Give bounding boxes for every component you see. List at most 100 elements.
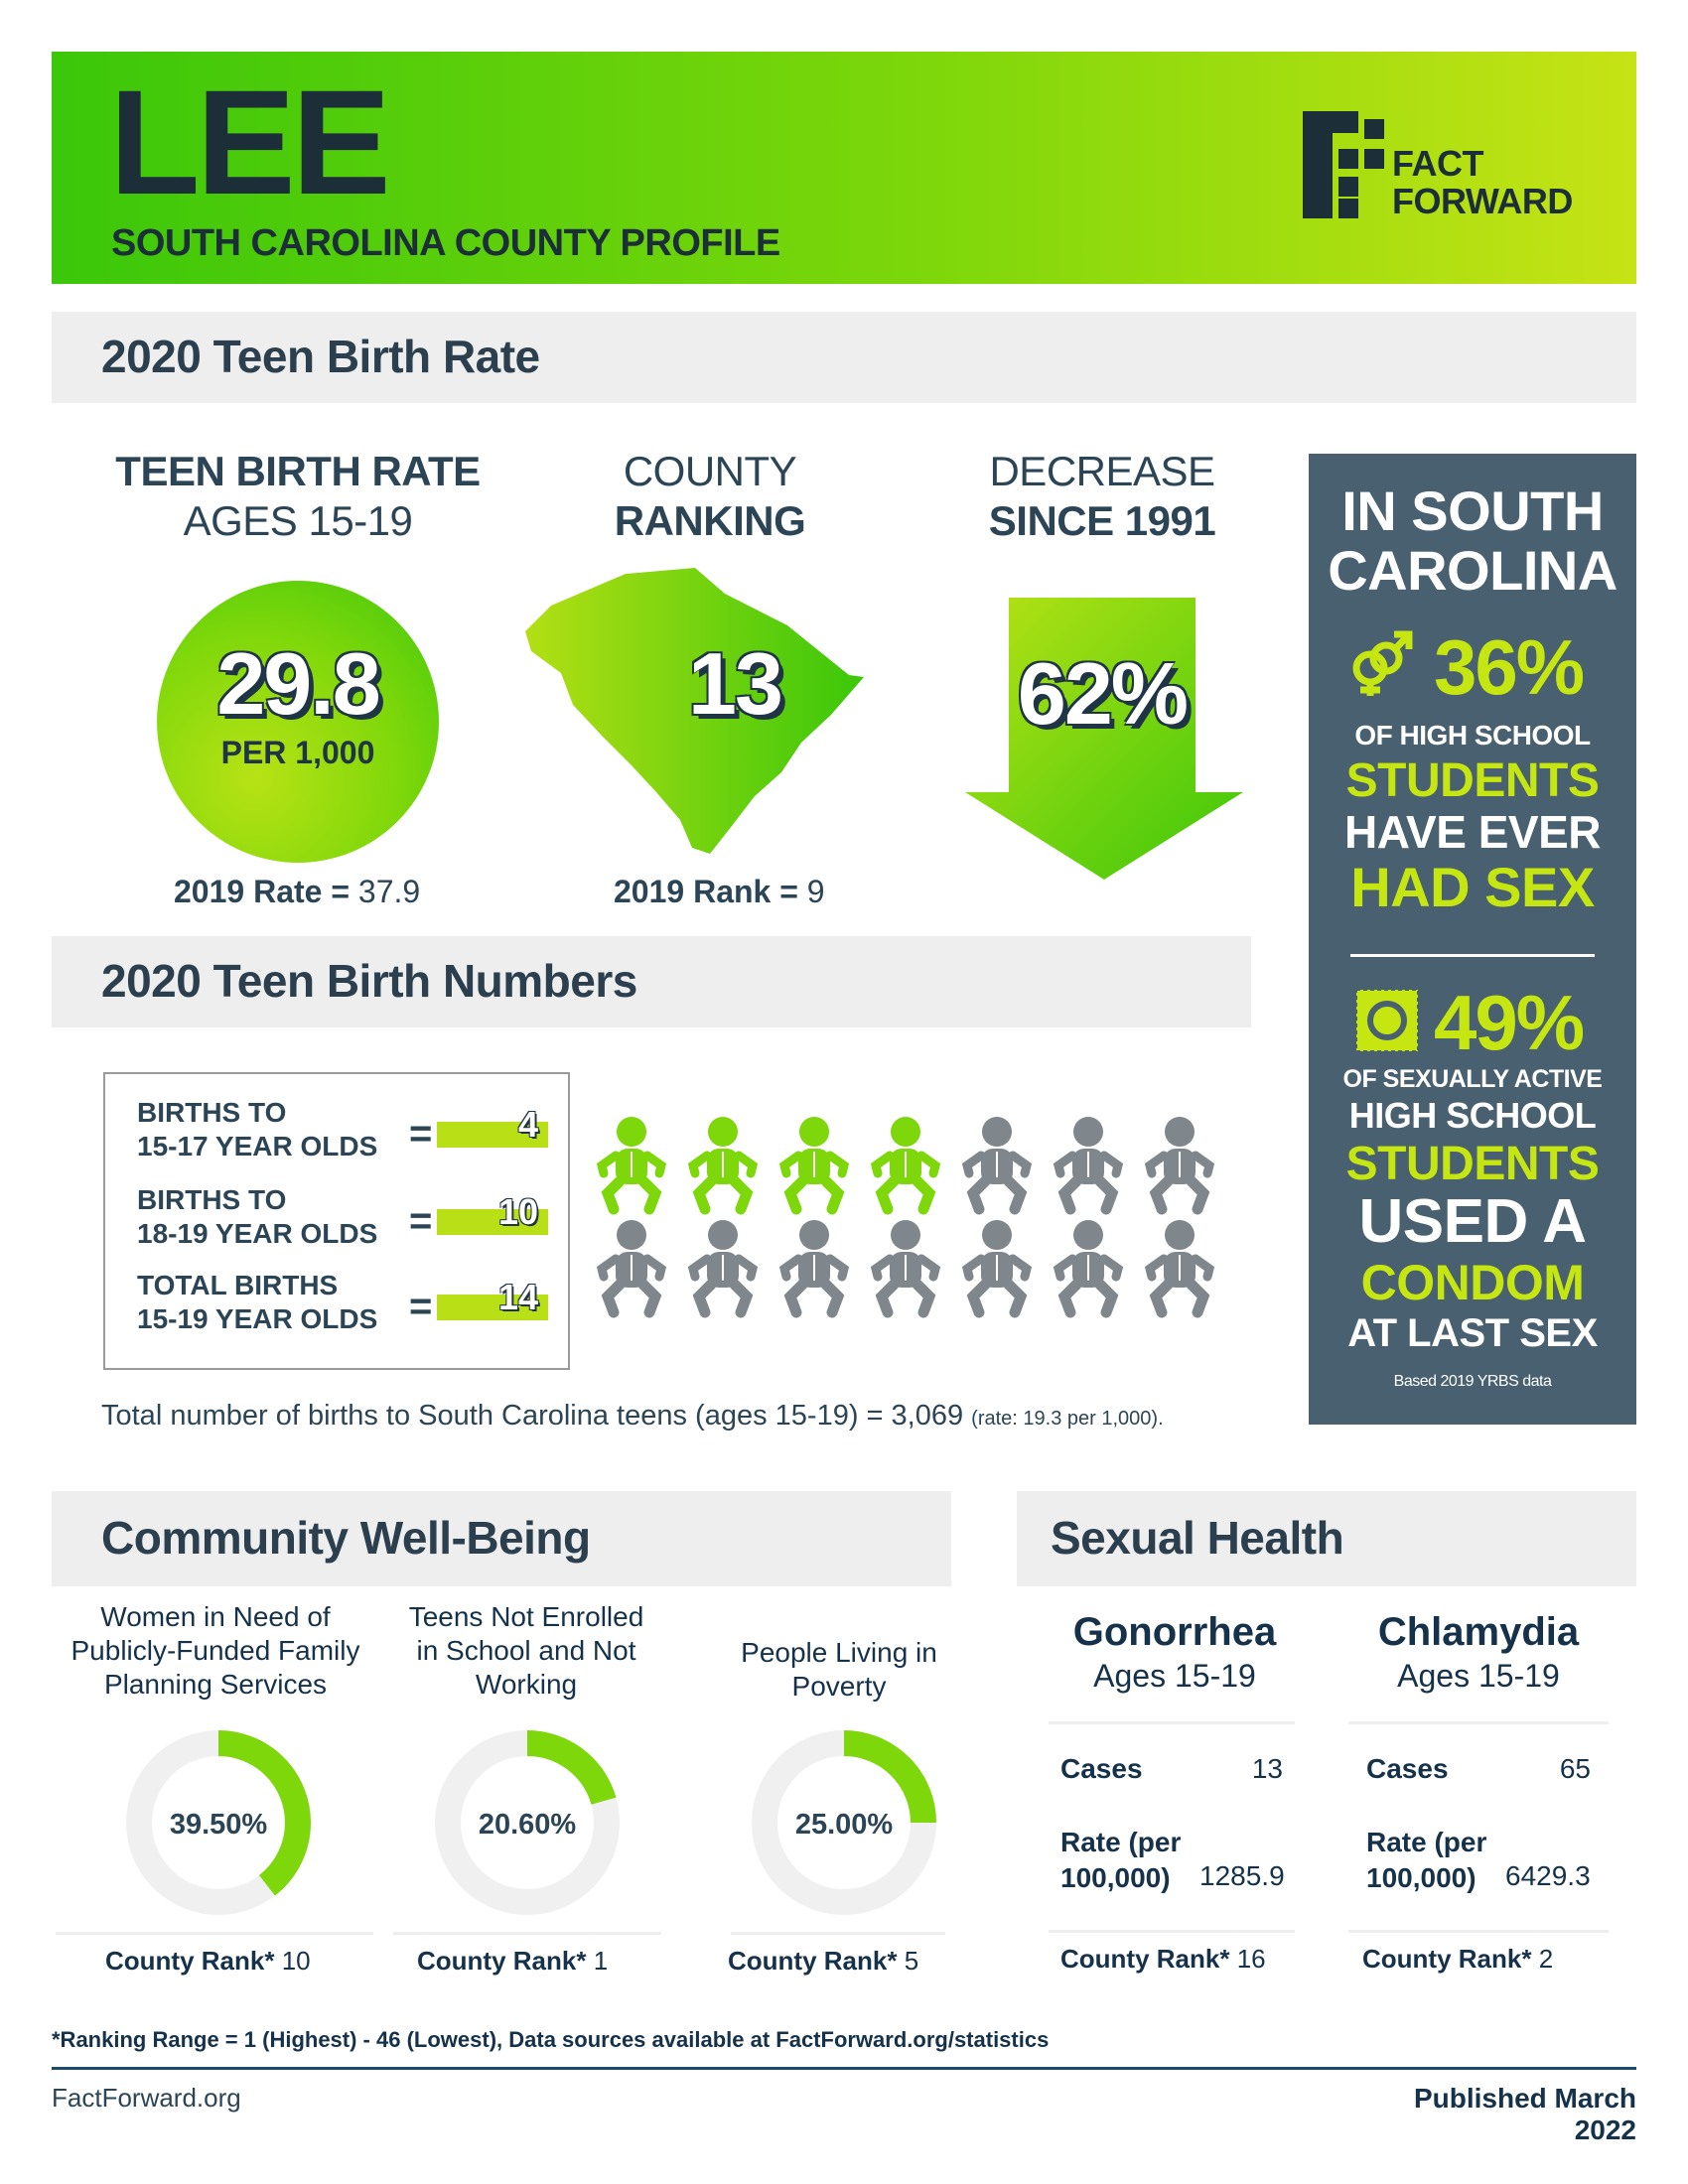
births-15-17-label: BIRTHS TO 15-17 YEAR OLDS	[137, 1097, 378, 1161]
equals-sign: =	[409, 1112, 433, 1156]
condom-stat-line1: OF SEXUALLY ACTIVE	[1342, 1065, 1603, 1093]
births-18-19-label: BIRTHS TO 18-19 YEAR OLDS	[137, 1184, 378, 1249]
birth-rate-section-title: 2020 Teen Birth Rate	[101, 331, 540, 382]
divider	[1348, 1930, 1609, 1933]
profile-subtitle: SOUTH CAROLINA COUNTY PROFILE	[111, 222, 780, 264]
births-18-19-bar	[437, 1209, 548, 1235]
divider	[393, 1932, 661, 1935]
baby-icon	[1053, 1116, 1124, 1220]
baby-icon	[961, 1116, 1033, 1220]
logo-wordmark: FACT FORWARD	[1392, 143, 1573, 221]
divider	[731, 1932, 945, 1935]
baby-icon	[596, 1219, 667, 1323]
sex-stat-line4: HAD SEX	[1350, 856, 1595, 918]
births-15-17-bar	[437, 1122, 548, 1148]
baby-icon	[596, 1116, 667, 1220]
total-births-bar	[437, 1295, 548, 1320]
baby-icon	[1053, 1219, 1124, 1323]
birth-numbers-box: BIRTHS TO 15-17 YEAR OLDS = 4 BIRTHS TO …	[103, 1072, 570, 1370]
baby-icon	[870, 1116, 941, 1220]
condom-stat-value: 49%	[1434, 979, 1585, 1066]
chlamydia-rate-value: 6429.3	[1505, 1860, 1591, 1891]
chlamydia-ages: Ages 15-19	[1397, 1658, 1560, 1694]
sex-stat-value: 36%	[1434, 623, 1585, 711]
divider	[1049, 1930, 1295, 1933]
birth-rate-unit: PER 1,000	[220, 735, 375, 770]
wellbeing-section-bar	[52, 1491, 951, 1586]
county-ranking-heading: COUNTY RANKING	[614, 448, 806, 544]
baby-icon-grid	[596, 1116, 1231, 1324]
gonorrhea-ages: Ages 15-19	[1093, 1658, 1256, 1694]
birth-numbers-section-bar	[52, 936, 1251, 1027]
teens-not-enrolled-rank: County Rank* 1	[417, 1946, 609, 1976]
baby-icon	[778, 1219, 850, 1323]
birth-numbers-section-title: 2020 Teen Birth Numbers	[101, 955, 637, 1007]
gender-symbols-icon	[1352, 630, 1413, 696]
baby-icon	[687, 1219, 759, 1323]
family-planning-donut: 39.50%	[126, 1730, 311, 1915]
births-15-17-value: 4	[517, 1104, 538, 1145]
chlamydia-cases-value: 65	[1559, 1753, 1591, 1784]
sexual-health-section-bar	[1017, 1491, 1636, 1586]
birth-rate-2019: 2019 Rate = 37.9	[174, 874, 421, 909]
birth-rate-circle	[157, 581, 439, 863]
decrease-heading: DECREASE SINCE 1991	[988, 448, 1216, 544]
chlamydia-rank: County Rank* 2	[1362, 1944, 1554, 1974]
sex-stat-line3: HAVE EVER	[1344, 806, 1601, 858]
condom-stat-line3: STUDENTS	[1345, 1138, 1600, 1190]
equals-sign: =	[409, 1199, 433, 1243]
gonorrhea-rank: County Rank* 16	[1060, 1944, 1266, 1974]
total-births-value: 14	[497, 1277, 538, 1317]
condom-stat-line5: CONDOM	[1360, 1255, 1585, 1310]
gonorrhea-rate-value: 1285.9	[1199, 1860, 1285, 1891]
county-ranking-value: 13	[688, 634, 783, 733]
baby-icon	[1144, 1116, 1215, 1220]
wellbeing-label-teens-not-enrolled: Teens Not Enrolled in School and Not Wor…	[408, 1601, 644, 1700]
panel-title: IN SOUTH CAROLINA	[1328, 479, 1618, 602]
wellbeing-label-poverty: People Living in Poverty	[741, 1637, 937, 1702]
total-births-label: TOTAL BIRTHS 15-19 YEAR OLDS	[137, 1270, 378, 1334]
sex-stat-line2: STUDENTS	[1345, 754, 1600, 807]
gonorrhea-title: Gonorrhea	[1072, 1610, 1277, 1654]
baby-icon	[961, 1219, 1033, 1323]
chlamydia-title: Chlamydia	[1377, 1610, 1580, 1654]
divider	[1348, 1721, 1609, 1724]
gonorrhea-cases-value: 13	[1251, 1753, 1283, 1784]
poverty-donut: 25.00%	[752, 1730, 936, 1915]
divider	[1049, 1721, 1295, 1724]
wellbeing-label-family-planning: Women in Need of Publicly-Funded Family …	[70, 1601, 360, 1700]
wellbeing-section-title: Community Well-Being	[101, 1512, 591, 1564]
chlamydia-rate-label: Rate (per 100,000)	[1366, 1827, 1487, 1893]
poverty-value: 25.00%	[795, 1809, 894, 1841]
teens-not-enrolled-donut: 20.60%	[435, 1730, 620, 1915]
baby-icon	[870, 1219, 941, 1323]
poverty-rank: County Rank* 5	[728, 1946, 919, 1976]
teens-not-enrolled-value: 20.60%	[479, 1809, 577, 1841]
divider	[56, 1932, 373, 1935]
birth-rate-section-bar	[52, 312, 1636, 403]
gonorrhea-rate-label: Rate (per 100,000)	[1060, 1827, 1182, 1893]
county-ranking-2019: 2019 Rank = 9	[614, 874, 825, 909]
baby-icon	[778, 1116, 850, 1220]
south-carolina-map-icon	[525, 568, 864, 854]
footer-site-link[interactable]: FactForward.org	[52, 2083, 241, 2113]
sex-stat-line1: OF HIGH SCHOOL	[1354, 720, 1591, 751]
gonorrhea-cases-label: Cases	[1060, 1753, 1143, 1784]
condom-stat-line6: AT LAST SEX	[1347, 1311, 1598, 1355]
baby-icon	[687, 1116, 759, 1220]
equals-sign: =	[409, 1285, 433, 1328]
county-name: LEE	[109, 59, 391, 225]
fact-forward-logo-icon	[1303, 111, 1384, 218]
chlamydia-cases-label: Cases	[1366, 1753, 1449, 1784]
family-planning-value: 39.50%	[170, 1809, 268, 1841]
condom-stat-line2: HIGH SCHOOL	[1348, 1095, 1597, 1136]
ranking-footnote: *Ranking Range = 1 (Highest) - 46 (Lowes…	[52, 2027, 1050, 2052]
family-planning-rank: County Rank* 10	[105, 1946, 311, 1976]
condom-stat-line4: USED A	[1358, 1187, 1587, 1256]
publish-date: Published March 2022	[1413, 2083, 1636, 2145]
south-carolina-panel: IN SOUTH CAROLINA 36% OF HIGH SCHOOL STU…	[1309, 454, 1636, 1425]
births-18-19-value: 10	[497, 1191, 538, 1232]
birth-rate-value: 29.8	[216, 634, 380, 733]
down-arrow-icon	[965, 598, 1243, 880]
state-total-births: Total number of births to South Carolina…	[101, 1400, 1164, 1432]
